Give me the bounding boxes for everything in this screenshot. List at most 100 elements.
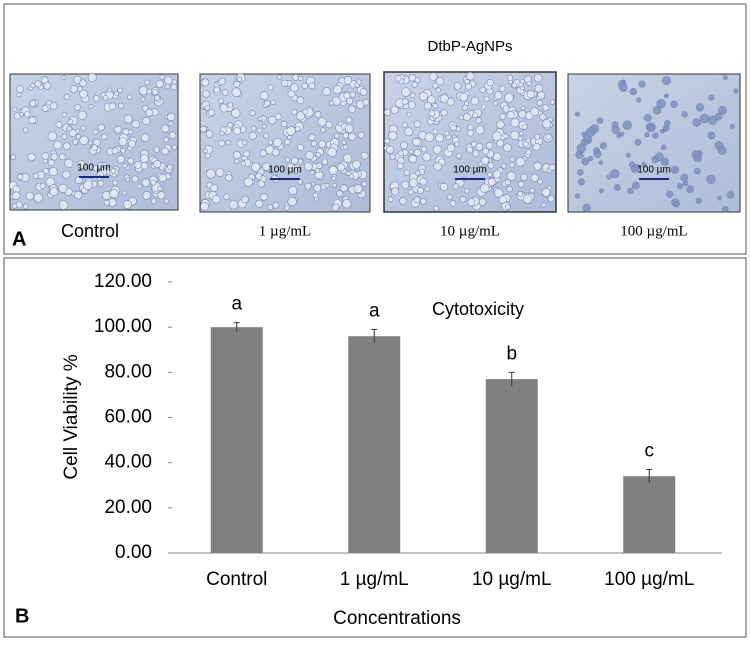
cell xyxy=(152,89,159,96)
cell xyxy=(262,162,271,171)
cell xyxy=(87,72,97,82)
cell xyxy=(210,184,219,193)
cell xyxy=(491,131,502,142)
cell xyxy=(243,177,254,187)
cell xyxy=(287,135,292,140)
cell xyxy=(145,108,154,117)
panel-b-frame xyxy=(3,257,747,638)
scale-bar-label: 100 µm xyxy=(77,163,111,174)
cell xyxy=(233,81,240,88)
cell xyxy=(110,168,116,174)
cell xyxy=(412,137,421,147)
cell xyxy=(61,112,67,118)
cell xyxy=(463,187,470,194)
cell xyxy=(432,82,439,89)
cell xyxy=(511,82,517,88)
cell xyxy=(525,149,532,156)
cell xyxy=(47,131,58,142)
cell xyxy=(55,121,63,128)
cell xyxy=(42,167,49,175)
cell xyxy=(257,116,263,122)
cell xyxy=(213,86,221,94)
cell xyxy=(348,105,356,114)
cell xyxy=(331,176,337,181)
cell xyxy=(529,187,536,194)
cell xyxy=(518,110,527,119)
cell xyxy=(453,82,462,90)
panel-a-frame xyxy=(3,3,747,255)
cell xyxy=(627,187,634,194)
cell xyxy=(470,141,477,148)
cell xyxy=(522,194,533,204)
cell xyxy=(388,131,398,141)
y-tick-label: 120.00 xyxy=(94,271,152,292)
cell xyxy=(204,152,211,159)
cell xyxy=(471,167,477,173)
cell xyxy=(200,201,209,211)
cell xyxy=(118,137,128,147)
cell xyxy=(264,99,271,107)
cell xyxy=(241,195,249,204)
cell xyxy=(315,152,321,158)
cell xyxy=(204,104,211,111)
cell xyxy=(708,94,715,101)
cell xyxy=(228,200,239,210)
cell xyxy=(159,74,165,80)
cell xyxy=(328,100,335,106)
cell xyxy=(114,125,122,134)
cell xyxy=(661,76,671,85)
cell xyxy=(652,132,659,139)
cell xyxy=(136,183,143,189)
cell xyxy=(676,183,684,190)
cell xyxy=(171,144,177,150)
cell xyxy=(344,124,354,133)
cell xyxy=(79,135,89,146)
cell xyxy=(251,162,261,172)
cell xyxy=(499,113,507,120)
cell xyxy=(225,174,233,182)
cell xyxy=(67,119,74,125)
cell xyxy=(342,132,349,139)
cell xyxy=(695,197,702,204)
cell xyxy=(394,74,402,82)
cell xyxy=(199,125,207,133)
cell xyxy=(297,179,303,185)
cell xyxy=(12,106,18,112)
cell xyxy=(261,123,267,129)
cell xyxy=(219,103,229,113)
group-label: a xyxy=(369,300,380,321)
cell xyxy=(446,194,453,201)
cell xyxy=(729,123,735,129)
cell xyxy=(284,204,290,211)
cell xyxy=(59,153,66,161)
cell xyxy=(526,90,535,99)
cell xyxy=(218,139,225,147)
cell xyxy=(670,165,680,174)
cell xyxy=(322,87,332,96)
cell xyxy=(428,109,436,117)
cell xyxy=(542,119,552,129)
cell xyxy=(401,87,411,97)
cell xyxy=(587,155,594,162)
cell xyxy=(41,152,50,160)
cell xyxy=(117,87,123,94)
cell xyxy=(270,99,276,105)
cell xyxy=(486,79,494,87)
cell xyxy=(681,111,688,118)
cell xyxy=(582,203,591,213)
cell xyxy=(509,156,516,163)
cell xyxy=(399,197,407,205)
cell xyxy=(207,108,215,116)
cell xyxy=(223,193,231,201)
cell xyxy=(498,195,507,204)
cell xyxy=(19,111,24,117)
cell xyxy=(723,75,728,80)
cell xyxy=(475,125,485,135)
chart-title: Cytotoxicity xyxy=(432,299,524,319)
cell xyxy=(707,115,718,125)
cell xyxy=(360,151,369,160)
cell xyxy=(298,158,303,164)
cell xyxy=(536,100,543,106)
cell xyxy=(419,177,428,186)
cell xyxy=(281,79,289,87)
